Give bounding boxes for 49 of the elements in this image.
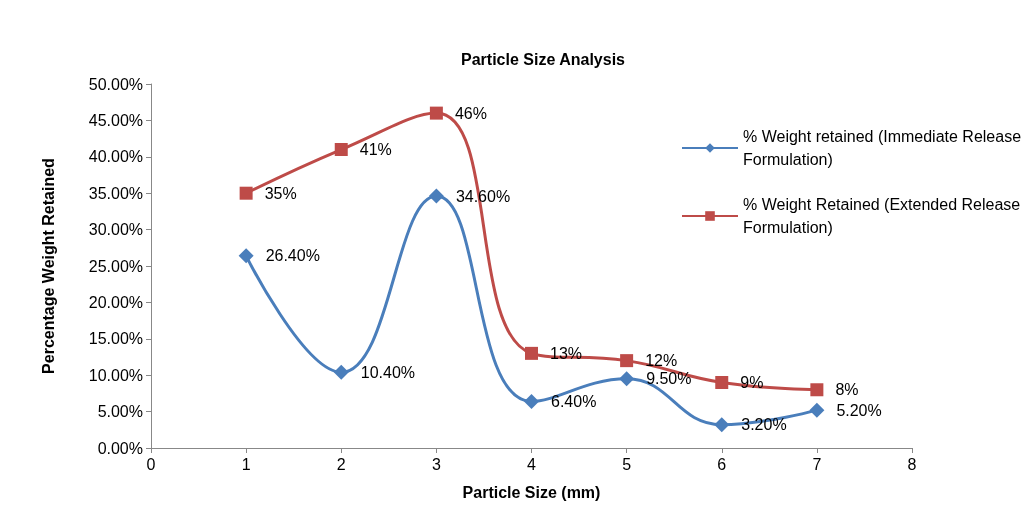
y-axis-title: Percentage Weight Retained: [39, 158, 57, 374]
point: [715, 375, 729, 389]
point: [428, 188, 444, 204]
point: [238, 248, 254, 264]
y-tick-label: 35.00%: [88, 184, 143, 202]
data-label: 8%: [835, 381, 859, 399]
data-label: 35%: [264, 184, 297, 202]
data-label: 9.50%: [646, 370, 692, 388]
point: [809, 402, 825, 418]
x-tick-label: 5: [622, 455, 632, 473]
data-label: 6.40%: [551, 392, 597, 410]
y-tick-label: 5.00%: [97, 403, 143, 421]
point: [333, 364, 349, 380]
point: [525, 346, 538, 360]
point: [810, 383, 824, 397]
y-tick-label: 50.00%: [88, 75, 143, 93]
y-tick-label: 45.00%: [88, 111, 143, 129]
point: [429, 106, 443, 120]
legend-label: % Weight Retained (Extended Release Formulation): [743, 196, 1025, 236]
y-tick-label: 20.00%: [88, 293, 143, 311]
point: [620, 354, 634, 368]
data-label: 26.40%: [265, 247, 320, 265]
x-tick-label: 1: [241, 455, 251, 473]
y-tick-label: 40.00%: [88, 148, 143, 166]
x-tick-label: 6: [717, 455, 727, 473]
y-tick-label: 15.00%: [88, 330, 143, 348]
x-tick-label: 3: [431, 455, 441, 473]
y-tick-label: 25.00%: [88, 257, 143, 275]
y-tick-label: 10.00%: [88, 366, 143, 384]
chart-title: Particle Size Analysis: [461, 50, 626, 68]
data-label: 46%: [454, 104, 487, 122]
x-tick-label: 7: [812, 455, 822, 473]
point: [714, 417, 730, 433]
y-tick-label: 30.00%: [88, 221, 143, 239]
data-label: 41%: [359, 141, 392, 159]
legend-label: % Weight retained (Immediate Release Formulation): [743, 128, 1026, 168]
point: [239, 186, 253, 200]
point: [334, 143, 348, 157]
data-label: 10.40%: [360, 363, 416, 381]
y-tick-label: 0.00%: [97, 439, 143, 457]
x-axis-title: Particle Size (mm): [462, 483, 601, 501]
x-tick-label: 4: [527, 455, 537, 473]
data-label: 12%: [645, 352, 678, 370]
point: [524, 393, 539, 409]
x-tick-label: 0: [146, 455, 156, 473]
data-label: 5.20%: [836, 401, 882, 419]
x-tick-label: 2: [336, 455, 346, 473]
x-tick-label: 8: [907, 455, 917, 473]
point: [619, 371, 635, 387]
